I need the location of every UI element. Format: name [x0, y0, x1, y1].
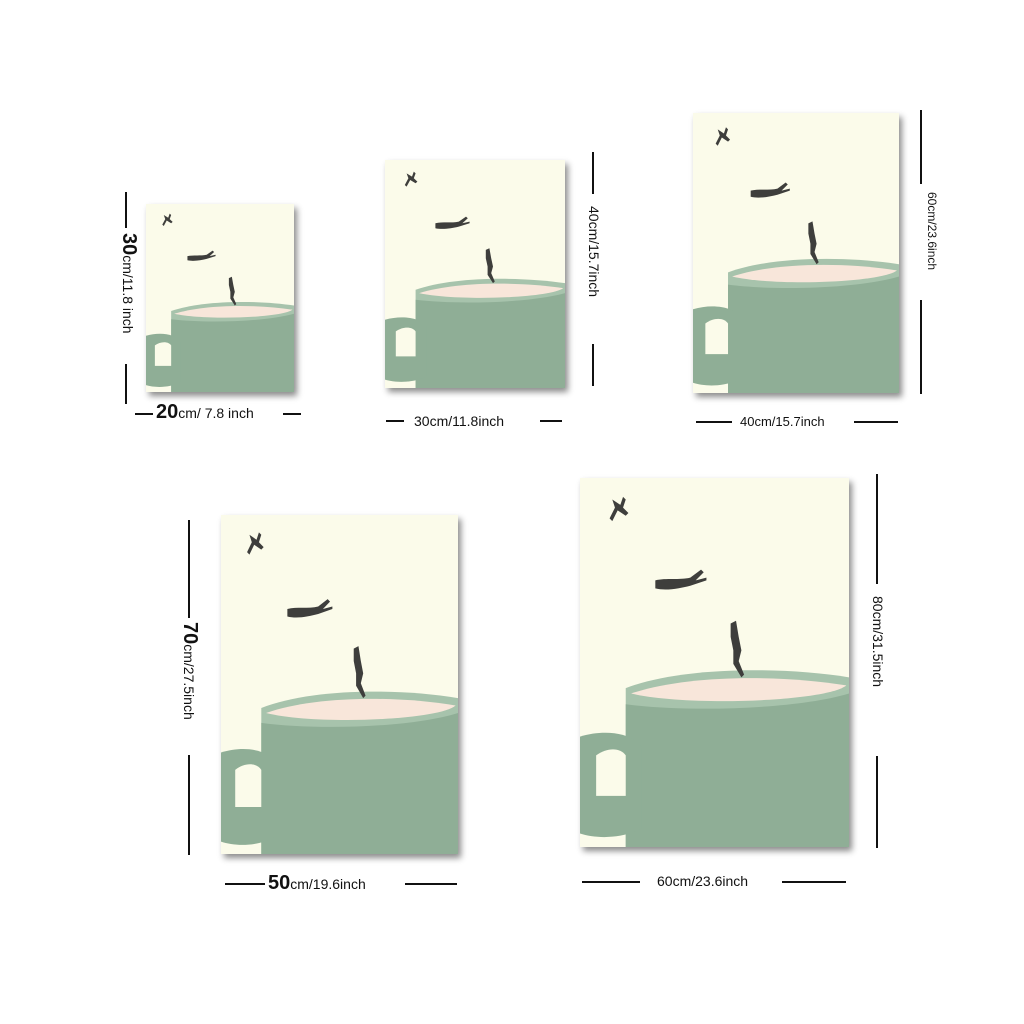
width-unit: cm/19.6inch: [290, 876, 366, 892]
height-number: 30: [118, 233, 140, 256]
width-bar: [696, 421, 732, 423]
width-label: 60cm/23.6inch: [657, 873, 749, 889]
width-label: 30cm/11.8inch: [414, 413, 505, 429]
height-unit: cm/11.8 inch: [120, 255, 136, 334]
width-bar: [135, 413, 153, 415]
height-number: 70: [179, 622, 201, 645]
canvas-print-medium: [385, 160, 565, 388]
height-label: 60cm/23.6inch: [925, 192, 939, 271]
height-unit: cm/27.5inch: [181, 644, 197, 720]
height-bar: [876, 756, 878, 848]
height-label: 70cm/27.5inch: [179, 622, 201, 720]
height-label: 80cm/31.5inch: [870, 596, 886, 688]
width-label: 40cm/15.7inch: [740, 414, 825, 429]
artwork-divers-coffee-mug: [221, 515, 458, 854]
canvas-print-small: [146, 204, 294, 392]
width-bar: [854, 421, 898, 423]
width-unit: cm/ 7.8 inch: [178, 405, 254, 421]
artwork-divers-coffee-mug: [146, 204, 294, 392]
height-bar: [920, 110, 922, 184]
width-bar: [582, 881, 640, 883]
width-label: 20cm/ 7.8 inch: [156, 401, 254, 423]
width-bar: [225, 883, 265, 885]
artwork-divers-coffee-mug: [580, 478, 849, 847]
artwork-divers-coffee-mug: [693, 113, 899, 393]
height-bar: [876, 474, 878, 584]
height-bar: [592, 152, 594, 194]
height-bar: [125, 364, 127, 404]
width-bar: [405, 883, 457, 885]
height-bar: [188, 520, 190, 618]
height-bar: [188, 755, 190, 855]
width-bar: [386, 420, 404, 422]
height-bar: [592, 344, 594, 386]
height-label: 30cm/11.8 inch: [118, 233, 140, 334]
height-bar: [920, 300, 922, 394]
canvas-print-xxlarge: [580, 478, 849, 847]
width-bar: [283, 413, 301, 415]
canvas-print-xlarge: [221, 515, 458, 854]
artwork-divers-coffee-mug: [385, 160, 565, 388]
width-bar: [540, 420, 562, 422]
width-number: 20: [156, 401, 179, 423]
width-label: 50cm/19.6inch: [268, 872, 366, 894]
canvas-print-large: [693, 113, 899, 393]
height-label: 40cm/15.7inch: [586, 206, 602, 298]
width-bar: [782, 881, 846, 883]
width-number: 50: [268, 872, 291, 894]
height-bar: [125, 192, 127, 228]
